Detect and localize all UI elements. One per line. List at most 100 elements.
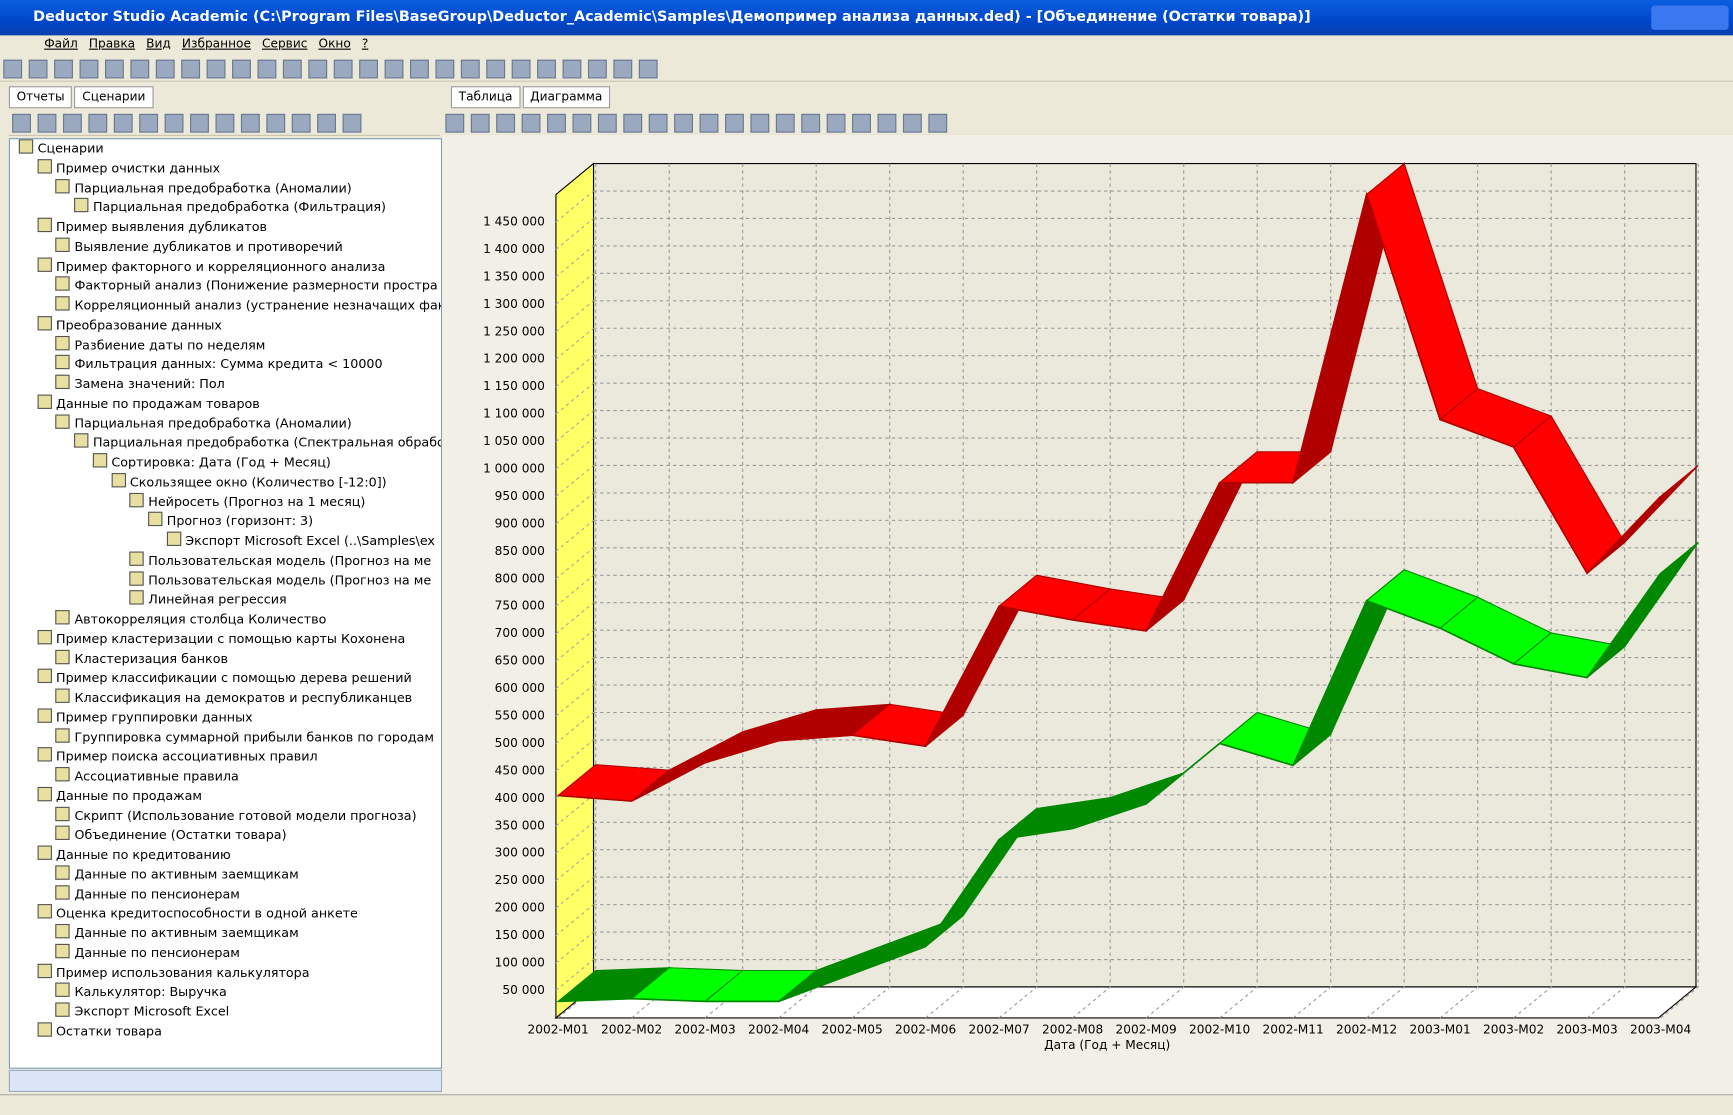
toolbar-button[interactable]	[648, 113, 668, 133]
toolbar-button[interactable]	[674, 113, 693, 133]
toolbar-button[interactable]	[359, 59, 378, 79]
tree-node[interactable]: Данные по кредитованию	[37, 845, 231, 865]
menu-item[interactable]: Окно	[318, 36, 351, 51]
toolbar-button[interactable]	[775, 113, 795, 133]
toolbar-button[interactable]	[333, 59, 353, 79]
toolbar-button[interactable]	[232, 59, 251, 79]
toolbar-button[interactable]	[445, 113, 465, 133]
toolbar-button[interactable]	[597, 113, 617, 133]
menu-item[interactable]: Избранное	[181, 36, 251, 51]
tab[interactable]: Отчеты	[8, 86, 73, 109]
tree-node[interactable]: Разбиение даты по неделям	[55, 335, 265, 354]
tree-node[interactable]: Пользовательская модель (Прогноз на ме	[129, 551, 431, 570]
toolbar-button[interactable]	[88, 113, 108, 133]
tree-node[interactable]: Пример кластеризации с помощью карты Кох…	[37, 629, 405, 649]
toolbar-button[interactable]	[28, 59, 48, 79]
toolbar-button[interactable]	[562, 59, 582, 79]
toolbar-button[interactable]	[54, 59, 73, 79]
scrollbar[interactable]	[8, 1069, 443, 1092]
toolbar-button[interactable]	[3, 59, 23, 79]
toolbar-button[interactable]	[266, 113, 286, 133]
tree-node[interactable]: Пример группировки данных	[37, 708, 253, 727]
toolbar-button[interactable]	[164, 113, 184, 133]
toolbar-button[interactable]	[521, 113, 541, 133]
tab[interactable]: Таблица	[450, 86, 521, 109]
tab[interactable]: Диаграмма	[522, 86, 611, 109]
toolbar-button[interactable]	[384, 59, 404, 79]
toolbar-button[interactable]	[62, 113, 82, 133]
tree-node[interactable]: Группировка суммарной прибыли банков по …	[55, 727, 434, 747]
tree-node[interactable]: Классификация на демократов и республика…	[55, 688, 412, 708]
toolbar-button[interactable]	[511, 59, 531, 79]
toolbar-button[interactable]	[79, 59, 99, 79]
tree-node[interactable]: Преобразование данных	[37, 315, 222, 335]
tree-node[interactable]: Автокорреляция столбца Количество	[55, 610, 326, 629]
toolbar-button[interactable]	[215, 113, 235, 133]
tree-node[interactable]: Кластеризация банков	[55, 649, 228, 668]
toolbar-button[interactable]	[587, 59, 607, 79]
tree-node[interactable]: Оценка кредитоспособности в одной анкете	[37, 904, 358, 923]
toolbar-button[interactable]	[725, 113, 744, 133]
toolbar-button[interactable]	[801, 113, 821, 133]
toolbar-button[interactable]	[852, 113, 871, 133]
tree-node[interactable]: Данные по активным заемщикам	[55, 865, 299, 884]
toolbar-button[interactable]	[113, 113, 133, 133]
toolbar-button[interactable]	[572, 113, 592, 133]
toolbar-button[interactable]	[130, 59, 150, 79]
menu-item[interactable]: Правка	[88, 36, 136, 51]
toolbar-button[interactable]	[206, 59, 226, 79]
tree-node[interactable]: Ассоциативные правила	[55, 767, 239, 786]
tree-node[interactable]: Факторный анализ (Понижение размерности …	[55, 276, 438, 296]
toolbar-button[interactable]	[928, 113, 948, 133]
toolbar-button[interactable]	[537, 59, 556, 79]
tree-node[interactable]: Замена значений: Пол	[55, 374, 225, 394]
toolbar-button[interactable]	[104, 59, 124, 79]
tree-node[interactable]: Пример факторного и корреляционного анал…	[37, 256, 385, 276]
toolbar-button[interactable]	[902, 113, 922, 133]
toolbar-button[interactable]	[826, 113, 846, 133]
toolbar-button[interactable]	[181, 59, 201, 79]
tree-node[interactable]: Выявление дубликатов и противоречий	[55, 237, 343, 256]
tree-node[interactable]: Данные по пенсионерам	[55, 884, 240, 904]
tree-node[interactable]: Пример очистки данных	[37, 158, 220, 178]
tree-node[interactable]: Экспорт Microsoft Excel	[55, 1002, 229, 1021]
window-controls[interactable]	[1651, 5, 1729, 30]
toolbar-button[interactable]	[877, 113, 897, 133]
tree-node[interactable]: Экспорт Microsoft Excel (..\Samples\ex	[166, 531, 435, 551]
toolbar-button[interactable]	[308, 59, 328, 79]
tree-node[interactable]: Скрипт (Использование готовой модели про…	[55, 806, 417, 825]
tree-node[interactable]: Пример классификации с помощью дерева ре…	[37, 668, 412, 688]
tree-node[interactable]: Данные по продажам	[37, 786, 202, 806]
tree-node[interactable]: Остатки товара	[37, 1022, 162, 1041]
tree-node[interactable]: Объединение (Остатки товара)	[55, 825, 287, 845]
toolbar-button[interactable]	[282, 59, 302, 79]
toolbar-button[interactable]	[257, 59, 277, 79]
tree-node[interactable]: Пример использования калькулятора	[37, 963, 310, 982]
toolbar-button[interactable]	[139, 113, 159, 133]
tree-node[interactable]: Данные по пенсионерам	[55, 943, 240, 963]
tree-node[interactable]: Парциальная предобработка (Фильтрация)	[74, 198, 386, 217]
tree-node[interactable]: Парциальная предобработка (Спектральная …	[74, 433, 441, 453]
toolbar-button[interactable]	[613, 59, 633, 79]
tree-node[interactable]: Сортировка: Дата (Год + Месяц)	[92, 453, 331, 472]
tree-node[interactable]: Прогноз (горизонт: 3)	[147, 511, 313, 531]
tree-node[interactable]: Нейросеть (Прогноз на 1 месяц)	[129, 492, 365, 511]
tree-node[interactable]: Линейная регрессия	[129, 590, 287, 609]
tree-node[interactable]: Пользовательская модель (Прогноз на ме	[129, 570, 431, 590]
toolbar-button[interactable]	[291, 113, 311, 133]
tree-node[interactable]: Данные по активным заемщикам	[55, 923, 299, 943]
tree-node[interactable]: Корреляционный анализ (устранение незнач…	[55, 296, 441, 315]
toolbar-button[interactable]	[486, 59, 506, 79]
tree-node[interactable]: Пример поиска ассоциативных правил	[37, 747, 318, 766]
toolbar-button[interactable]	[317, 113, 336, 133]
tree-node[interactable]: Парциальная предобработка (Аномалии)	[55, 178, 352, 197]
tab[interactable]: Сценарии	[74, 86, 154, 109]
toolbar-button[interactable]	[750, 113, 770, 133]
tree-node[interactable]: Пример выявления дубликатов	[37, 217, 267, 237]
tree-node[interactable]: Скользящее окно (Количество [-12:0])	[111, 472, 387, 492]
toolbar-button[interactable]	[547, 113, 566, 133]
toolbar-button[interactable]	[37, 113, 57, 133]
toolbar-button[interactable]	[460, 59, 480, 79]
toolbar-button[interactable]	[496, 113, 516, 133]
tree-node[interactable]: Калькулятор: Выручка	[55, 982, 227, 1002]
